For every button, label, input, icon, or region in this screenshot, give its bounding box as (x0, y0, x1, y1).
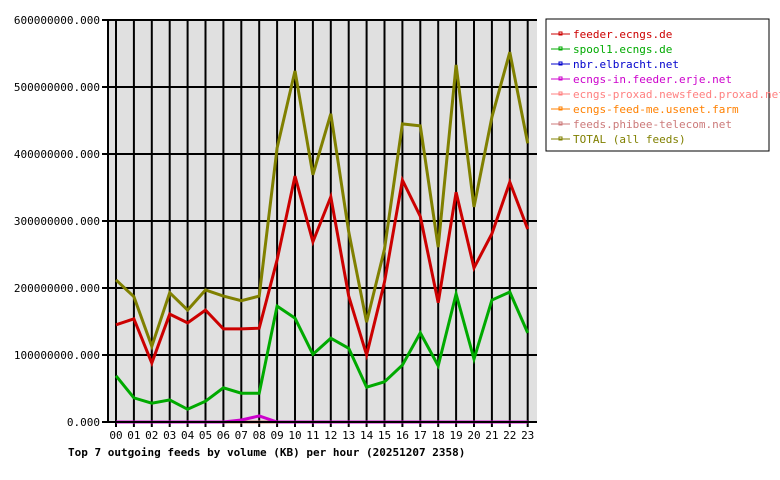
x-tick-label: 00 (109, 429, 122, 442)
legend: feeder.ecngs.de spool1.ecngs.de nbr.elbrac… (545, 18, 780, 152)
series-line-feeder.ecngs.de (115, 175, 530, 368)
x-tick-label: 02 (145, 429, 158, 442)
y-tick-label: 300000000.000 (14, 215, 100, 228)
y-tick-label: 100000000.000 (14, 349, 100, 362)
x-tick-label: 09 (270, 429, 283, 442)
x-tick-label: 23 (521, 429, 534, 442)
legend-label: ecngs-in.feeder.erje.net (573, 73, 732, 86)
legend-label: feeder.ecngs.de (573, 28, 672, 41)
x-tick-label: 21 (485, 429, 498, 442)
legend-label: nbr.elbracht.net (573, 58, 679, 71)
series-line-spool1.ecngs.de (114, 288, 530, 411)
x-tick-label: 14 (360, 429, 374, 442)
x-tick-label: 12 (324, 429, 337, 442)
chart-title: Top 7 outgoing feeds by volume (KB) per … (68, 446, 465, 459)
legend-marker (558, 91, 563, 96)
x-tick-label: 07 (235, 429, 248, 442)
legend-box (545, 18, 770, 152)
legend-marker (558, 136, 563, 141)
x-tick-label: 13 (342, 429, 355, 442)
x-tick-label: 10 (288, 429, 301, 442)
legend-marker (558, 31, 563, 36)
x-tick-label: 16 (396, 429, 409, 442)
series-line-TOTAL (all feeds) (114, 51, 530, 351)
y-tick-label: 500000000.000 (14, 81, 100, 94)
y-tick-label: 400000000.000 (14, 148, 100, 161)
x-tick-label: 15 (378, 429, 391, 442)
legend-marker (558, 121, 563, 126)
x-tick-label: 18 (432, 429, 445, 442)
x-tick-label: 06 (217, 429, 230, 442)
legend-label: feeds.phibee-telecom.net (573, 118, 732, 131)
x-tick-label: 04 (181, 429, 195, 442)
legend-label: spool1.ecngs.de (573, 43, 672, 56)
legend-marker (558, 61, 563, 66)
x-tick-label: 20 (467, 429, 480, 442)
x-tick-label: 08 (253, 429, 266, 442)
x-tick-label: 03 (163, 429, 176, 442)
x-tick-label: 05 (199, 429, 212, 442)
x-tick-label: 22 (503, 429, 516, 442)
legend-marker (558, 76, 563, 81)
x-tick-label: 19 (449, 429, 462, 442)
x-tick-label: 01 (127, 429, 140, 442)
y-tick-label: 200000000.000 (14, 282, 100, 295)
legend-marker (558, 106, 563, 111)
y-tick-label: 600000000.000 (14, 14, 100, 27)
y-tick-label: 0.000 (67, 416, 100, 429)
legend-label: TOTAL (all feeds) (573, 133, 686, 146)
x-tick-label: 11 (306, 429, 319, 442)
legend-label: ecngs-proxad.newsfeed.proxad.net (573, 88, 780, 101)
legend-label: ecngs-feed-me.usenet.farm (573, 103, 739, 116)
x-tick-label: 17 (414, 429, 427, 442)
legend-marker (558, 46, 563, 51)
